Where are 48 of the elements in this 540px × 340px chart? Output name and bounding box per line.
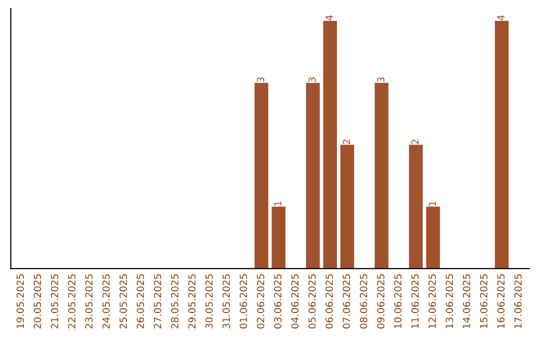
x-tick-label: 05.06.2025	[308, 274, 316, 328]
bar	[272, 206, 286, 269]
bar	[494, 20, 509, 269]
data-label: 3	[256, 77, 264, 82]
bar	[254, 82, 268, 269]
x-tick-label: 27.05.2025	[154, 274, 162, 328]
bar	[409, 144, 423, 269]
data-label: 4	[497, 15, 504, 20]
x-tick-label: 15.06.2025	[480, 274, 488, 328]
x-tick-label: 07.06.2025	[342, 274, 350, 328]
x-tick-label: 04.06.2025	[291, 274, 299, 328]
data-label: 2	[411, 140, 419, 144]
x-tick-label: 20.05.2025	[34, 274, 42, 328]
x-tick-label: 29.05.2025	[188, 274, 196, 328]
x-tick-label: 01.06.2025	[240, 274, 248, 328]
bar	[323, 20, 337, 269]
x-tick-label: 24.05.2025	[102, 274, 110, 328]
data-label: 1	[274, 201, 282, 206]
x-tick-label: 25.05.2025	[120, 274, 127, 328]
bar	[374, 82, 388, 269]
x-tick-label: 13.06.2025	[446, 274, 454, 328]
x-tick-label: 02.06.2025	[256, 274, 264, 328]
data-label: 1	[428, 201, 436, 206]
x-tick-label: 30.05.2025	[205, 274, 213, 328]
x-tick-label: 09.06.2025	[377, 274, 384, 328]
x-tick-label: 19.05.2025	[16, 274, 24, 328]
x-tick-label: 16.06.2025	[497, 274, 505, 328]
x-tick-label: 11.06.2025	[411, 274, 419, 328]
x-tick-label: 28.05.2025	[171, 274, 178, 328]
x-tick-label: 10.06.2025	[394, 274, 402, 328]
data-label: 2	[342, 140, 350, 144]
data-label: 3	[308, 77, 316, 82]
x-tick-label: 12.06.2025	[428, 274, 436, 328]
x-tick-label: 14.06.2025	[462, 274, 470, 328]
bar	[306, 82, 320, 269]
x-tick-label: 03.06.2025	[274, 274, 282, 328]
x-tick-label: 22.05.2025	[68, 274, 76, 328]
x-tick-label: 26.05.2025	[136, 274, 144, 328]
x-tick-label: 08.06.2025	[360, 274, 368, 328]
x-tick-label: 21.05.2025	[50, 274, 58, 328]
x-tick-label: 06.06.2025	[326, 274, 333, 328]
data-label: 4	[326, 15, 333, 20]
data-label: 3	[377, 77, 384, 82]
x-tick-label: 17.06.2025	[514, 274, 522, 328]
bar	[340, 144, 354, 269]
bar	[426, 206, 440, 269]
x-tick-label: 23.05.2025	[85, 274, 93, 328]
x-tick-label: 31.05.2025	[222, 274, 230, 328]
